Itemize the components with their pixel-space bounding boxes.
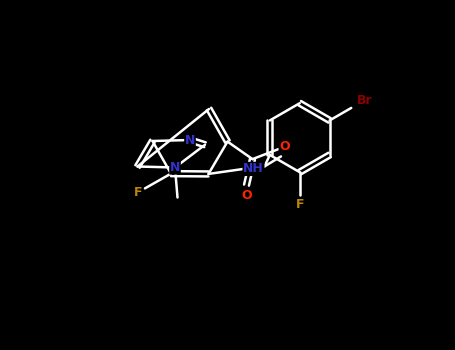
- Text: F: F: [295, 198, 304, 211]
- Text: N: N: [170, 161, 180, 174]
- Text: O: O: [241, 189, 252, 202]
- Text: NH: NH: [243, 162, 264, 175]
- Text: Br: Br: [356, 94, 372, 107]
- Text: O: O: [279, 140, 290, 153]
- Text: F: F: [134, 186, 142, 198]
- Text: N: N: [185, 133, 195, 147]
